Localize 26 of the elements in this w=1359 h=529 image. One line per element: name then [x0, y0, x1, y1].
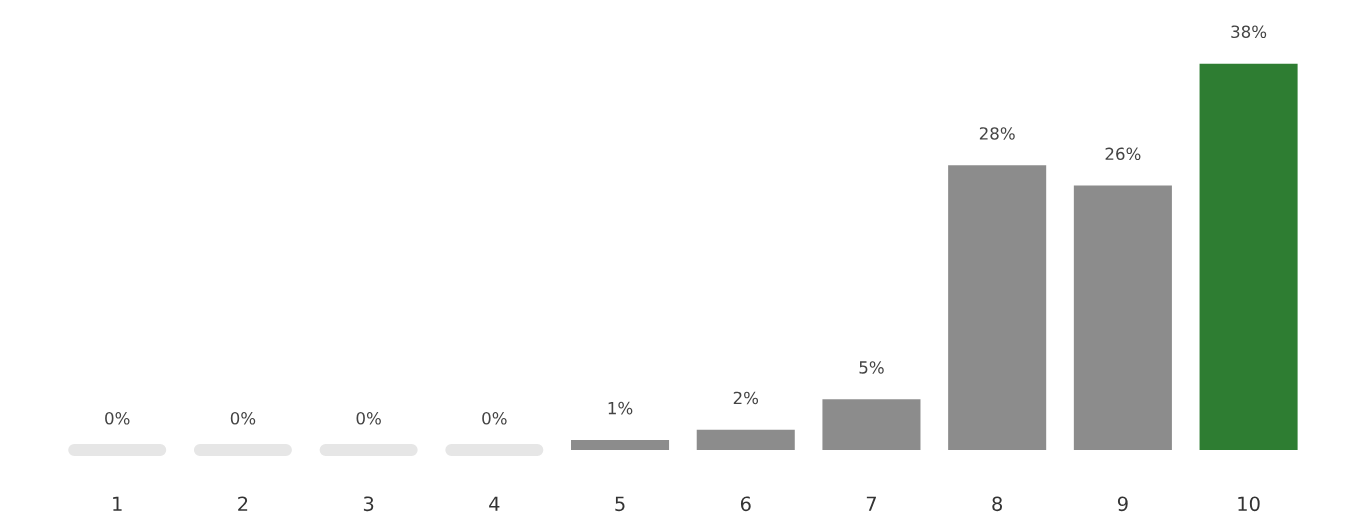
- data-label: 26%: [1105, 147, 1141, 161]
- x-tick-label: 1: [113, 496, 122, 511]
- x-tick-label: 10: [1238, 496, 1260, 512]
- x-tick-label: 2: [238, 496, 248, 511]
- bar: [822, 399, 921, 451]
- data-label: 2%: [733, 391, 759, 405]
- x-tick-label: 5: [615, 496, 625, 512]
- x-tick-label: 4: [489, 496, 500, 511]
- data-label: 28%: [979, 127, 1015, 140]
- x-tick-label: 3: [363, 496, 374, 512]
- data-label: 0%: [482, 412, 507, 425]
- data-label: 0%: [230, 412, 256, 425]
- data-label: 1%: [608, 401, 633, 415]
- bar: [948, 165, 1047, 451]
- data-label: 5%: [859, 361, 884, 374]
- bar: [696, 429, 795, 451]
- x-tick-label: 9: [1117, 496, 1128, 512]
- data-label: 0%: [356, 412, 381, 425]
- x-tick-label: 8: [992, 496, 1003, 512]
- bar: [1073, 185, 1172, 451]
- data-label: 0%: [105, 412, 130, 425]
- data-label: 38%: [1231, 25, 1267, 39]
- x-tick-label: 7: [866, 496, 876, 511]
- bar: [1199, 63, 1298, 451]
- x-tick-label: 6: [740, 496, 751, 512]
- bar: [571, 439, 670, 451]
